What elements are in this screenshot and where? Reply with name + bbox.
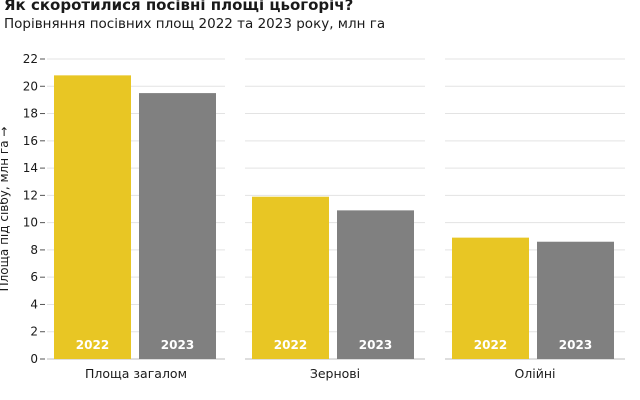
- bar: [452, 237, 529, 359]
- y-tick-label: 12: [23, 188, 38, 202]
- bar-series-label: 2023: [161, 338, 194, 352]
- y-tick-label: 6: [30, 270, 38, 284]
- category-label: Олійні: [514, 366, 555, 381]
- y-tick-label: 18: [23, 107, 38, 121]
- bar: [252, 196, 329, 359]
- bar-series-label: 2022: [474, 338, 507, 352]
- y-tick-label: 14: [23, 161, 38, 175]
- bar: [54, 75, 131, 359]
- y-axis-label: Площа під сівбу, млн га →: [0, 127, 11, 292]
- y-tick-label: 8: [30, 243, 38, 257]
- bar-series-label: 2022: [274, 338, 307, 352]
- bar: [139, 93, 216, 359]
- y-tick-label: 16: [23, 134, 38, 148]
- chart-title: Як скоротилися посівні площі цьогоріч?: [4, 0, 354, 14]
- bar-series-label: 2023: [559, 338, 592, 352]
- bar-series-label: 2022: [76, 338, 109, 352]
- y-tick-label: 20: [23, 79, 38, 93]
- category-label: Площа загалом: [85, 366, 187, 381]
- bar: [537, 241, 614, 359]
- bar: [337, 210, 414, 359]
- bar-series-label: 2023: [359, 338, 392, 352]
- y-tick-label: 10: [23, 216, 38, 230]
- category-label: Зернові: [310, 366, 360, 381]
- chart-subtitle: Порівняння посівних площ 2022 та 2023 ро…: [4, 16, 386, 32]
- y-tick-label: 0: [30, 352, 38, 366]
- y-tick-label: 4: [30, 297, 38, 311]
- y-tick-label: 2: [30, 325, 38, 339]
- y-tick-label: 22: [23, 52, 38, 66]
